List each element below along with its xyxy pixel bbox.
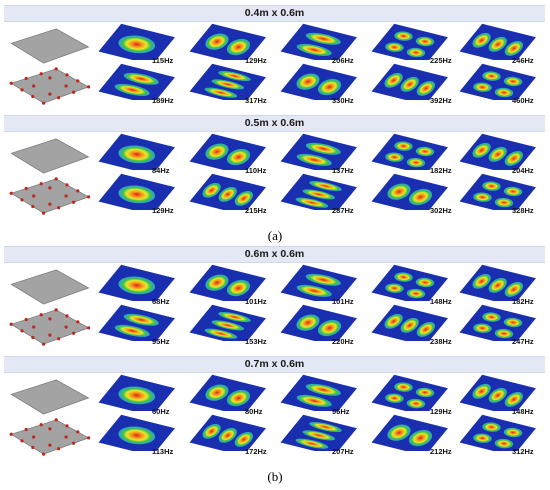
mode-shape-plate bbox=[459, 264, 536, 301]
frequency-label: 182Hz bbox=[430, 166, 452, 175]
group-title-band: 0.4m x 0.6m bbox=[4, 5, 545, 22]
mode-shape-plate bbox=[280, 374, 357, 411]
mode-shape-plate bbox=[371, 304, 448, 341]
mode-shape-plate bbox=[371, 173, 448, 210]
mode-shape-plate bbox=[371, 374, 448, 411]
mode-shape-plate bbox=[459, 63, 536, 100]
mode-shape-plate bbox=[189, 374, 266, 411]
frequency-label: 84Hz bbox=[152, 166, 170, 175]
frequency-label: 460Hz bbox=[512, 96, 534, 105]
mode-shape-plate bbox=[280, 23, 357, 60]
group-title-band: 0.6m x 0.6m bbox=[4, 246, 545, 263]
frequency-label: 189Hz bbox=[152, 96, 174, 105]
mode-shape-plate bbox=[189, 23, 266, 60]
mode-shape-plate bbox=[371, 63, 448, 100]
frequency-label: 247Hz bbox=[512, 337, 534, 346]
caption-b: (b) bbox=[267, 469, 283, 484]
frequency-label: 246Hz bbox=[512, 56, 534, 65]
free-plate-model bbox=[10, 28, 90, 64]
fixed-plate-model bbox=[9, 308, 91, 346]
frequency-label: 317Hz bbox=[245, 96, 267, 105]
mode-shape-plate bbox=[371, 23, 448, 60]
mode-shape-plate bbox=[98, 304, 175, 341]
frequency-label: 129Hz bbox=[245, 56, 267, 65]
group-title: 0.4m x 0.6m bbox=[244, 7, 305, 19]
frequency-label: 113Hz bbox=[152, 447, 174, 456]
group-title: 0.7m x 0.6m bbox=[244, 358, 305, 370]
free-plate-model bbox=[10, 138, 90, 174]
caption-a: (a) bbox=[267, 228, 283, 243]
frequency-label: 312Hz bbox=[512, 447, 534, 456]
frequency-label: 101Hz bbox=[332, 297, 354, 306]
frequency-label: 95Hz bbox=[152, 337, 170, 346]
mode-shape-plate bbox=[280, 304, 357, 341]
frequency-label: 137Hz bbox=[332, 166, 354, 175]
frequency-label: 330Hz bbox=[332, 96, 354, 105]
fixed-plate-model bbox=[9, 67, 91, 105]
mode-shape-plate bbox=[189, 133, 266, 170]
frequency-label: 392Hz bbox=[430, 96, 452, 105]
group-title: 0.5m x 0.6m bbox=[244, 117, 305, 129]
frequency-label: 80Hz bbox=[245, 407, 263, 416]
mode-shape-plate bbox=[280, 63, 357, 100]
frequency-label: 60Hz bbox=[152, 407, 170, 416]
frequency-label: 129Hz bbox=[152, 206, 174, 215]
frequency-label: 96Hz bbox=[332, 407, 350, 416]
frequency-label: 153Hz bbox=[245, 337, 267, 346]
frequency-label: 182Hz bbox=[512, 297, 534, 306]
mode-shape-plate bbox=[371, 414, 448, 451]
mode-shape-plate bbox=[98, 264, 175, 301]
mode-shape-plate bbox=[98, 414, 175, 451]
mode-shape-plate bbox=[98, 374, 175, 411]
mode-shape-plate bbox=[280, 264, 357, 301]
frequency-label: 110Hz bbox=[245, 166, 267, 175]
frequency-label: 287Hz bbox=[332, 206, 354, 215]
frequency-label: 204Hz bbox=[512, 166, 534, 175]
mode-shape-plate bbox=[189, 414, 266, 451]
frequency-label: 328Hz bbox=[512, 206, 534, 215]
mode-shape-plate bbox=[459, 374, 536, 411]
mode-shape-plate bbox=[98, 23, 175, 60]
mode-shape-plate bbox=[280, 133, 357, 170]
mode-shape-plate bbox=[459, 304, 536, 341]
frequency-label: 207Hz bbox=[332, 447, 354, 456]
frequency-label: 68Hz bbox=[152, 297, 170, 306]
frequency-label: 215Hz bbox=[245, 206, 267, 215]
fixed-plate-model bbox=[9, 418, 91, 456]
mode-shape-plate bbox=[189, 264, 266, 301]
group-title-band: 0.7m x 0.6m bbox=[4, 356, 545, 373]
frequency-label: 302Hz bbox=[430, 206, 452, 215]
frequency-label: 148Hz bbox=[512, 407, 534, 416]
frequency-label: 148Hz bbox=[430, 297, 452, 306]
mode-shape-plate bbox=[371, 133, 448, 170]
frequency-label: 129Hz bbox=[430, 407, 452, 416]
frequency-label: 172Hz bbox=[245, 447, 267, 456]
frequency-label: 206Hz bbox=[332, 56, 354, 65]
fixed-plate-model bbox=[9, 177, 91, 215]
mode-shape-plate bbox=[459, 173, 536, 210]
group-title: 0.6m x 0.6m bbox=[244, 248, 305, 260]
group-title-band: 0.5m x 0.6m bbox=[4, 115, 545, 132]
mode-shape-plate bbox=[189, 173, 266, 210]
mode-shape-plate bbox=[189, 63, 266, 100]
frequency-label: 101Hz bbox=[245, 297, 267, 306]
free-plate-model bbox=[10, 379, 90, 415]
frequency-label: 220Hz bbox=[332, 337, 354, 346]
mode-shape-plate bbox=[459, 23, 536, 60]
mode-shape-plate bbox=[98, 133, 175, 170]
frequency-label: 115Hz bbox=[152, 56, 174, 65]
frequency-label: 212Hz bbox=[430, 447, 452, 456]
mode-shape-plate bbox=[459, 414, 536, 451]
frequency-label: 225Hz bbox=[430, 56, 452, 65]
mode-shape-plate bbox=[98, 173, 175, 210]
mode-shape-plate bbox=[98, 63, 175, 100]
free-plate-model bbox=[10, 269, 90, 305]
mode-shape-plate bbox=[459, 133, 536, 170]
mode-shape-plate bbox=[189, 304, 266, 341]
mode-shape-plate bbox=[280, 173, 357, 210]
frequency-label: 238Hz bbox=[430, 337, 452, 346]
mode-shape-plate bbox=[280, 414, 357, 451]
mode-shape-plate bbox=[371, 264, 448, 301]
